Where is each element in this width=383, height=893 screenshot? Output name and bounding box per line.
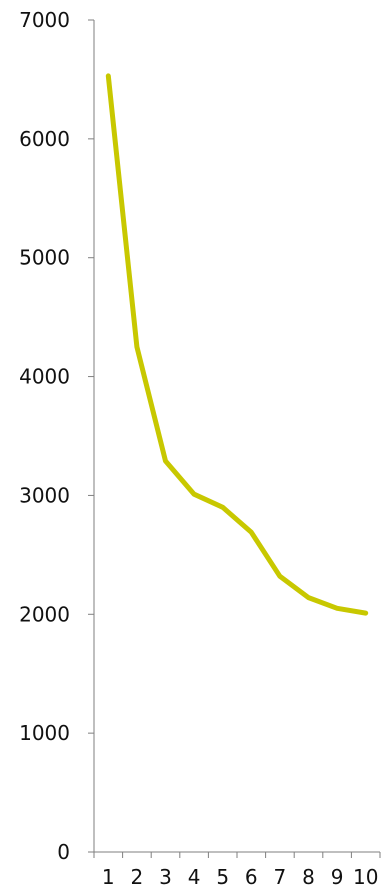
data-point xyxy=(136,346,138,348)
series-line-1 xyxy=(105,73,369,616)
data-point xyxy=(279,575,281,577)
series-layer xyxy=(105,73,369,616)
y-tick-label: 0 xyxy=(57,840,70,864)
data-point xyxy=(193,493,195,495)
y-tick-label: 7000 xyxy=(19,8,70,32)
chart-axes xyxy=(88,19,381,858)
data-point xyxy=(365,612,367,614)
x-tick-label: 7 xyxy=(274,865,287,889)
x-tick-label: 1 xyxy=(102,865,115,889)
data-point xyxy=(250,531,252,533)
x-tick-label: 10 xyxy=(353,865,378,889)
x-tick-label: 4 xyxy=(188,865,201,889)
x-tick-label: 2 xyxy=(131,865,144,889)
y-axis-tick-labels: 0 1000 2000 3000 4000 5000 6000 7000 xyxy=(19,8,70,864)
y-tick-label: 5000 xyxy=(19,246,70,270)
y-tick-label: 6000 xyxy=(19,127,70,151)
x-tick-label: 3 xyxy=(159,865,172,889)
data-point xyxy=(222,506,224,508)
x-tick-label: 8 xyxy=(302,865,315,889)
x-tick-label: 5 xyxy=(216,865,229,889)
x-tick-label: 6 xyxy=(245,865,258,889)
data-point xyxy=(107,75,109,77)
x-axis-tick-labels: 1 2 3 4 5 6 7 8 9 10 xyxy=(102,865,378,889)
data-point xyxy=(336,607,338,609)
y-tick-label: 2000 xyxy=(19,602,70,626)
y-tick-label: 3000 xyxy=(19,483,70,507)
data-point xyxy=(165,460,166,462)
y-tick-label: 4000 xyxy=(19,365,70,389)
x-tick-label: 9 xyxy=(331,865,344,889)
data-point xyxy=(308,597,309,599)
y-tick-label: 1000 xyxy=(19,721,70,745)
